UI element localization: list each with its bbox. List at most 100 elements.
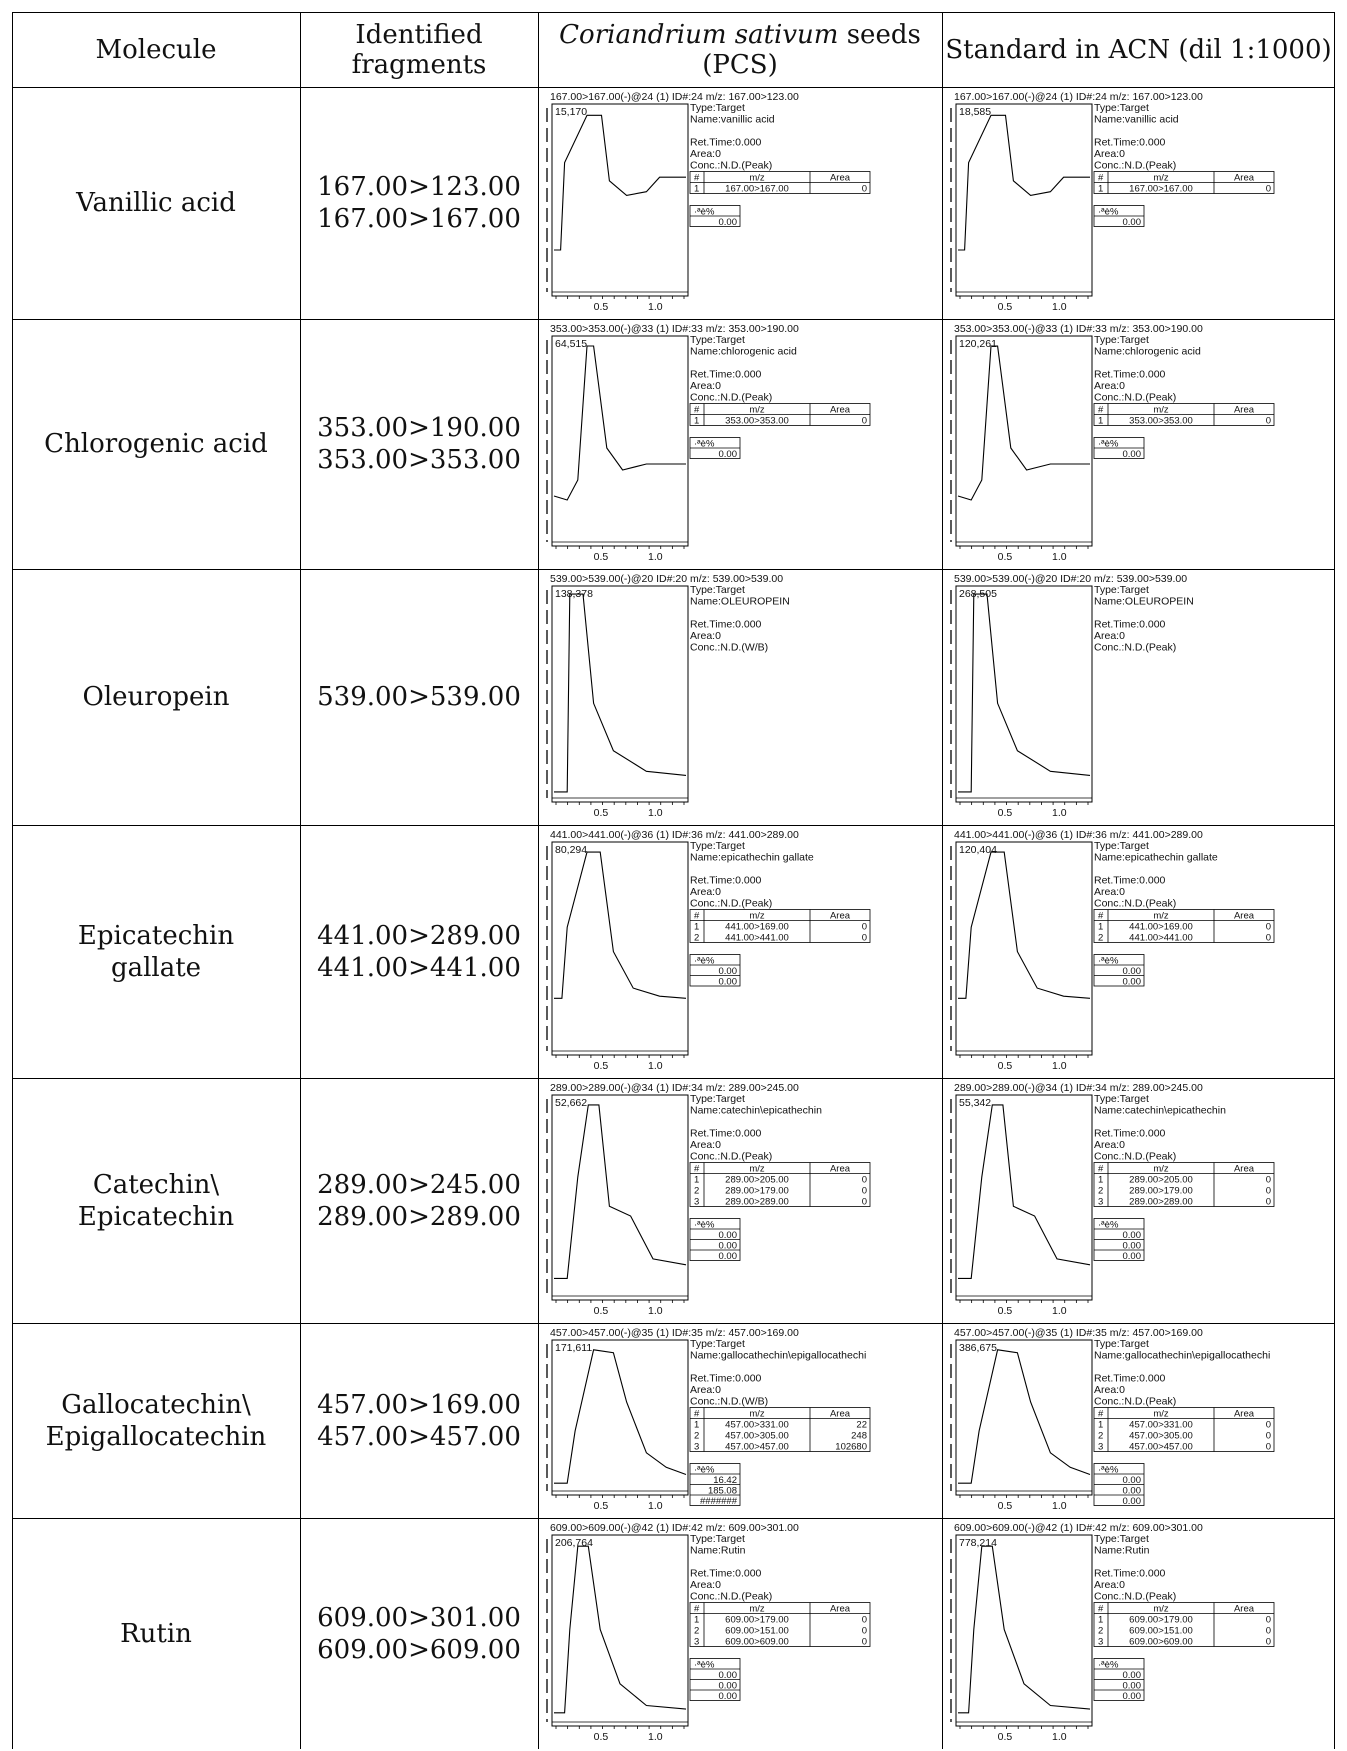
sample-mz-col-area: Area	[830, 1604, 851, 1615]
table-row: Catechin\ Epicatechin 289.00>245.00 289.00>…	[12, 1078, 1335, 1323]
sample-tick-1-0: 1.0	[648, 551, 663, 563]
sample-mz-col-area: Area	[830, 405, 851, 416]
sample-mz-table: # m/z Area 1 441.00>169.00 0 2 441.00>441.00 0	[689, 909, 871, 944]
sample-mz-row-mz: 289.00>289.00	[725, 1197, 789, 1208]
standard-pct-value: 0.00	[1123, 1486, 1142, 1497]
header-fragments-line1: Identified	[355, 19, 483, 50]
molecule-cell: Gallocatechin\ Epigallocatechin	[12, 1323, 300, 1518]
standard-mz-col-area: Area	[1234, 1164, 1255, 1175]
sample-trace-line	[554, 1545, 687, 1714]
sample-pct-value: 0.00	[719, 217, 738, 228]
standard-mz-col-hash: #	[1098, 1604, 1104, 1615]
sample-mz-table: # m/z Area 1 609.00>179.00 0 2 609.00>151.00 0 3 6…	[689, 1602, 871, 1648]
sample-pct-box: ·ªè% 0.00	[689, 205, 741, 228]
standard-plot-frame	[955, 841, 1093, 1056]
sample-pct-value: 0.00	[719, 1251, 738, 1262]
standard-conc: Conc.:N.D.(Peak)	[1094, 1591, 1176, 1603]
sample-ret-time: Ret.Time:0.000	[690, 619, 762, 631]
standard-ret-time: Ret.Time:0.000	[1094, 1568, 1166, 1580]
standard-ret-time: Ret.Time:0.000	[1094, 137, 1166, 149]
sample-mz-col-area: Area	[830, 1164, 851, 1175]
standard-pct-box: ·ªè%0.000.000.00	[1093, 1658, 1145, 1702]
fragments-cell: 353.00>190.00 353.00>353.00	[300, 319, 538, 569]
standard-type: Type:Target	[1094, 1093, 1149, 1105]
sample-name: Name:catechin\epicathechin	[690, 1105, 822, 1117]
standard-mz-row-area: 0	[1266, 1420, 1271, 1431]
standard-conc: Conc.:N.D.(Peak)	[1094, 1396, 1176, 1408]
standard-mz-row-mz: 609.00>179.00	[1129, 1615, 1193, 1626]
fragment-value: 167.00>123.00	[317, 172, 521, 202]
standard-tick-1-0: 1.0	[1052, 1731, 1067, 1743]
sample-plot-frame	[551, 585, 689, 803]
fragment-value: 609.00>301.00	[317, 1602, 521, 1633]
sample-area: Area:0	[690, 1384, 721, 1396]
sample-tick-1-0: 1.0	[648, 1060, 663, 1072]
standard-plot-frame	[955, 1339, 1093, 1496]
sample-mz-row-mz: 289.00>205.00	[725, 1175, 789, 1186]
standard-mz-col-mz: m/z	[1153, 1164, 1169, 1175]
fragments-cell: 609.00>301.00 609.00>609.00	[300, 1518, 538, 1749]
standard-mz-row-area: 0	[1266, 1197, 1271, 1208]
standard-pct-label: ·ªè%	[1098, 956, 1119, 967]
sample-mz-table: # m/z Area 1 289.00>205.00 0 2 289.00>179.00 0 3 2…	[689, 1162, 871, 1208]
sample-mz-col-hash: #	[694, 911, 700, 922]
sample-tick-0-5: 0.5	[594, 1500, 609, 1512]
standard-tick-0-5: 0.5	[998, 551, 1013, 563]
sample-pct-value: 0.00	[719, 1241, 738, 1252]
standard-mz-row-mz: 289.00>179.00	[1129, 1186, 1193, 1197]
sample-pct-value: 0.00	[719, 966, 738, 977]
fragments-cell: 167.00>123.00 167.00>167.00	[300, 87, 538, 319]
sample-ret-time: Ret.Time:0.000	[690, 1128, 762, 1140]
header-sample-species: Coriandrium sativum	[559, 19, 839, 50]
standard-conc: Conc.:N.D.(Peak)	[1094, 642, 1176, 654]
standard-pct-box: ·ªè%0.000.000.00	[1093, 1463, 1145, 1507]
standard-mz-table: # m/z Area 1 457.00>331.00 0 2 457.00>305.00 0 3 4…	[1093, 1407, 1275, 1453]
sample-mz-col-mz: m/z	[749, 1164, 765, 1175]
standard-mz-col-hash: #	[1098, 1409, 1104, 1420]
standard-mz-row-index: 3	[1098, 1637, 1103, 1648]
sample-chromatogram-cell: 167.00>167.00(-)@24 (1) ID#:24 m/z: 167.…	[544, 87, 938, 319]
sample-tick-0-5: 0.5	[594, 301, 609, 313]
molecule-cell: Vanillic acid	[12, 87, 300, 319]
sample-mz-row-mz: 457.00>331.00	[725, 1420, 789, 1431]
sample-mz-row-index: 1	[694, 416, 699, 427]
standard-ret-time: Ret.Time:0.000	[1094, 619, 1166, 631]
sample-pct-value: 0.00	[719, 1670, 738, 1681]
sample-mz-row-area: 0	[862, 933, 867, 944]
standard-tick-1-0: 1.0	[1052, 551, 1067, 563]
sample-mz-row-index: 1	[694, 1420, 699, 1431]
sample-pct-label: ·ªè%	[694, 1465, 715, 1476]
sample-conc: Conc.:N.D.(Peak)	[690, 392, 772, 404]
standard-plot-frame	[955, 1094, 1093, 1301]
standard-name: Name:epicathechin gallate	[1094, 852, 1218, 864]
standard-mz-row-area: 0	[1266, 1442, 1271, 1453]
fragment-value: 167.00>167.00	[317, 204, 521, 234]
standard-plot-frame	[955, 103, 1093, 297]
header-molecule-label: Molecule	[95, 34, 217, 65]
sample-trace-header: 441.00>441.00(-)@36 (1) ID#:36 m/z: 441.…	[550, 829, 799, 841]
standard-area: Area:0	[1094, 148, 1125, 160]
sample-conc: Conc.:N.D.(Peak)	[690, 1151, 772, 1163]
standard-chromatogram: 353.00>353.00(-)@33 (1) ID#:33 m/z: 353.…	[950, 323, 1275, 563]
standard-mz-col-area: Area	[1234, 173, 1255, 184]
sample-tick-1-0: 1.0	[648, 1731, 663, 1743]
sample-type: Type:Target	[690, 1533, 745, 1545]
sample-mz-row-index: 2	[694, 1431, 699, 1442]
standard-trace-header: 609.00>609.00(-)@42 (1) ID#:42 m/z: 609.…	[954, 1522, 1203, 1534]
row-divider	[12, 1078, 1335, 1079]
standard-ret-time: Ret.Time:0.000	[1094, 369, 1166, 381]
standard-tick-0-5: 0.5	[998, 807, 1013, 819]
sample-pct-value: #######	[700, 1496, 738, 1507]
sample-mz-row-mz: 457.00>457.00	[725, 1442, 789, 1453]
molecule-name-line: Vanillic acid	[76, 188, 236, 218]
standard-mz-row-mz: 289.00>289.00	[1129, 1197, 1193, 1208]
sample-pct-value: 0.00	[719, 977, 738, 988]
standard-ret-time: Ret.Time:0.000	[1094, 1128, 1166, 1140]
sample-pct-label: ·ªè%	[694, 207, 715, 218]
sample-mz-row-mz: 609.00>609.00	[725, 1637, 789, 1648]
sample-peak-value: 64,515	[555, 338, 587, 350]
standard-mz-row-area: 0	[1266, 1175, 1271, 1186]
sample-mz-row-index: 2	[694, 1186, 699, 1197]
standard-conc: Conc.:N.D.(Peak)	[1094, 160, 1176, 172]
standard-chromatogram-cell: 539.00>539.00(-)@20 ID#:20 m/z: 539.00>5…	[948, 569, 1331, 825]
